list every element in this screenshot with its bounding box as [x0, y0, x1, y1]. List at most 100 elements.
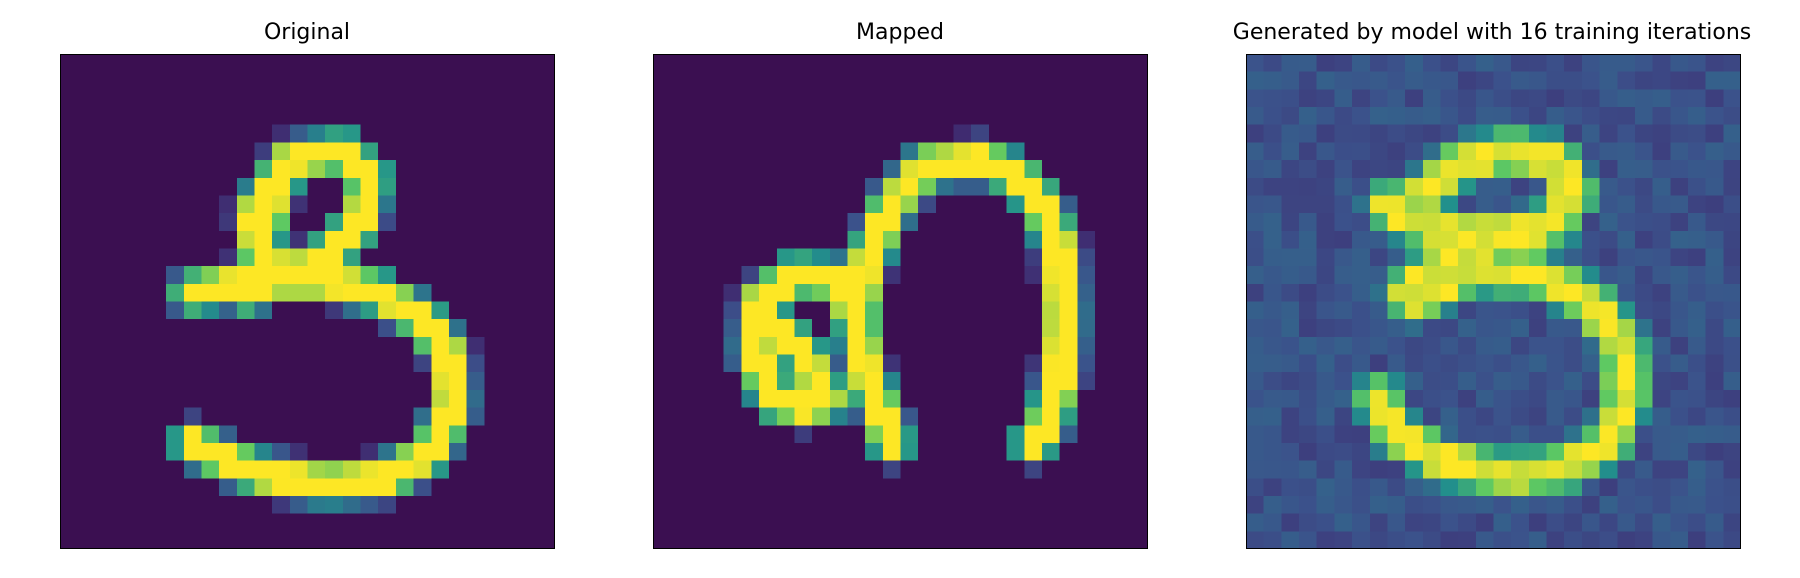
- pixel: [1112, 195, 1131, 214]
- pixel: [1493, 213, 1512, 232]
- pixel: [272, 213, 291, 232]
- pixel: [1352, 89, 1371, 108]
- pixel: [847, 283, 866, 302]
- pixel: [236, 531, 255, 549]
- pixel: [882, 425, 901, 444]
- pixel: [272, 54, 291, 73]
- pixel: [183, 213, 202, 232]
- pixel: [1299, 495, 1318, 514]
- pixel: [1006, 301, 1025, 320]
- pixel: [1511, 354, 1530, 373]
- pixel: [1112, 460, 1131, 479]
- pixel: [723, 354, 742, 373]
- pixel: [1024, 230, 1043, 249]
- pixel: [378, 283, 397, 302]
- pixel: [971, 442, 990, 461]
- pixel: [953, 301, 972, 320]
- pixel: [60, 354, 79, 373]
- pixel: [1041, 495, 1060, 514]
- pixel: [706, 389, 725, 408]
- pixel: [1511, 107, 1530, 126]
- pixel: [1617, 230, 1636, 249]
- pixel: [236, 425, 255, 444]
- pixel: [395, 266, 414, 285]
- pixel: [1458, 336, 1477, 355]
- pixel: [953, 531, 972, 549]
- pixel: [448, 248, 467, 267]
- pixel: [378, 71, 397, 90]
- pixel: [1723, 89, 1741, 108]
- pixel: [466, 319, 485, 338]
- pixel: [1281, 354, 1300, 373]
- pixel: [1422, 283, 1441, 302]
- pixel: [759, 71, 778, 90]
- pixel: [882, 124, 901, 143]
- pixel: [653, 142, 672, 161]
- pixel: [988, 107, 1007, 126]
- pixel: [829, 107, 848, 126]
- pixel: [1041, 336, 1060, 355]
- pixel: [1246, 160, 1265, 179]
- pixel: [1440, 336, 1459, 355]
- pixel: [935, 230, 954, 249]
- pixel: [289, 442, 308, 461]
- pixel: [1422, 213, 1441, 232]
- pixel: [1369, 442, 1388, 461]
- pixel: [1041, 372, 1060, 391]
- pixel: [448, 336, 467, 355]
- pixel: [166, 531, 185, 549]
- pixel: [1316, 54, 1335, 73]
- pixel: [378, 460, 397, 479]
- pixel: [723, 372, 742, 391]
- pixel: [378, 213, 397, 232]
- pixel: [1581, 531, 1600, 549]
- pixel: [1599, 425, 1618, 444]
- pixel: [1263, 54, 1282, 73]
- pixel: [1687, 283, 1706, 302]
- pixel: [1723, 495, 1741, 514]
- pixel: [431, 442, 450, 461]
- pixel: [360, 54, 379, 73]
- pixel: [1705, 319, 1724, 338]
- panel-mapped: [653, 54, 1148, 549]
- pixel: [776, 266, 795, 285]
- pixel: [77, 160, 96, 179]
- pixel: [130, 54, 149, 73]
- pixel: [776, 513, 795, 532]
- pixel: [971, 124, 990, 143]
- pixel: [484, 160, 503, 179]
- pixel: [1475, 513, 1494, 532]
- pixel: [1440, 195, 1459, 214]
- pixel: [1299, 54, 1318, 73]
- pixel: [1405, 283, 1424, 302]
- pixel: [1511, 177, 1530, 196]
- pixel: [1059, 425, 1078, 444]
- pixel: [1387, 478, 1406, 497]
- pixel: [501, 248, 520, 267]
- pixel: [183, 89, 202, 108]
- pixel: [1281, 195, 1300, 214]
- pixel: [1546, 248, 1565, 267]
- pixel: [431, 54, 450, 73]
- pixel: [1493, 230, 1512, 249]
- pixel: [1405, 54, 1424, 73]
- panel-original: [60, 54, 555, 549]
- pixel: [77, 107, 96, 126]
- pixel: [1723, 142, 1741, 161]
- pixel: [653, 442, 672, 461]
- pixel: [431, 354, 450, 373]
- pixel: [113, 54, 132, 73]
- pixel: [113, 195, 132, 214]
- pixel: [130, 319, 149, 338]
- pixel: [1334, 89, 1353, 108]
- pixel: [935, 531, 954, 549]
- pixel: [1617, 142, 1636, 161]
- pixel: [688, 177, 707, 196]
- pixel: [865, 230, 884, 249]
- pixel: [1024, 531, 1043, 549]
- pixel: [1077, 160, 1096, 179]
- pixel: [1493, 442, 1512, 461]
- pixel: [1112, 478, 1131, 497]
- pixel: [1546, 478, 1565, 497]
- pixel: [759, 407, 778, 426]
